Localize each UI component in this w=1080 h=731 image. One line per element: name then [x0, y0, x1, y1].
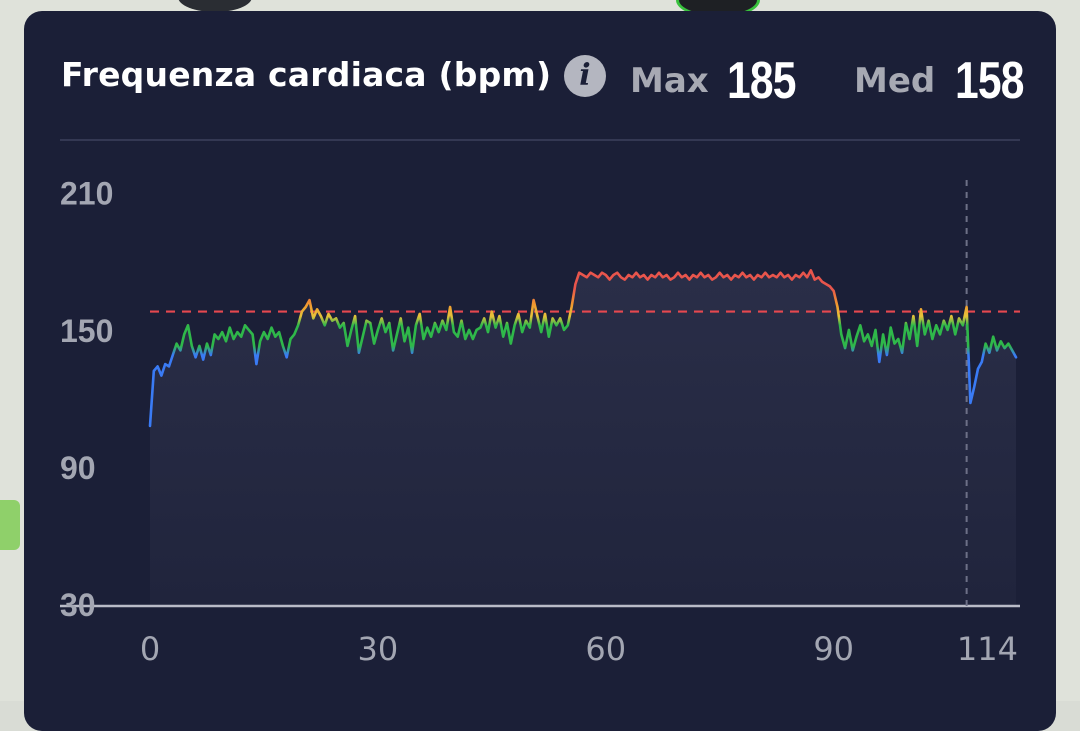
- max-label: Max: [630, 61, 709, 101]
- map-marker: [178, 0, 252, 12]
- heart-rate-series-line: [148, 269, 1018, 428]
- x-tick-label: 60: [585, 630, 626, 668]
- info-icon[interactable]: i: [564, 55, 606, 97]
- map-park: [0, 500, 20, 550]
- chart-area-fill: [150, 270, 1016, 606]
- y-tick-label: 150: [60, 313, 113, 349]
- x-tick-label: 90: [813, 630, 854, 668]
- x-tick-label: 0: [140, 630, 160, 668]
- x-tick-label: 30: [358, 630, 399, 668]
- heart-rate-chart: 210 150 90 30 0 30 60 90 114: [60, 176, 1020, 668]
- avg-label: Med: [854, 61, 936, 101]
- card-header: Frequenza cardiaca (bpm) i Max 185 Med 1…: [24, 11, 1056, 141]
- header-divider: [60, 139, 1020, 141]
- y-tick-label: 90: [60, 450, 96, 486]
- y-tick-label: 210: [60, 176, 113, 212]
- max-value: 185: [727, 52, 797, 110]
- x-tick-label: 114: [957, 630, 1018, 668]
- avg-value: 158: [955, 52, 1025, 110]
- card-title: Frequenza cardiaca (bpm): [61, 55, 552, 94]
- y-tick-label: 30: [60, 587, 96, 623]
